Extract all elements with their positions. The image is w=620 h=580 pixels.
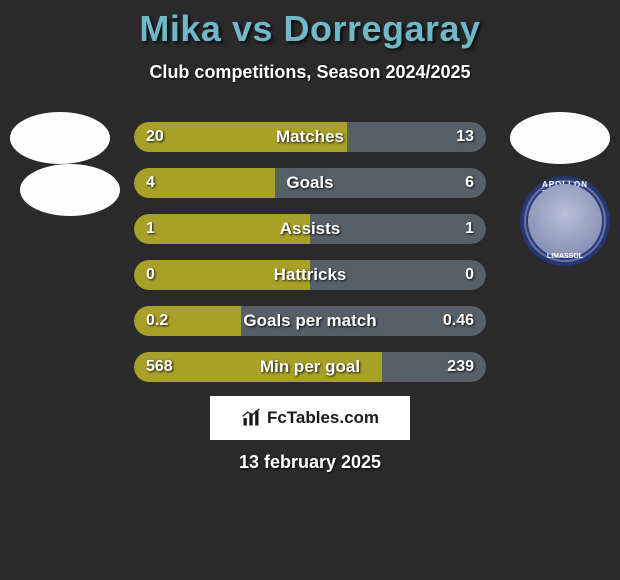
- bar-label: Hattricks: [274, 265, 347, 285]
- bar-value-left: 1: [146, 220, 155, 238]
- bar-value-right: 6: [465, 174, 474, 192]
- bar-row: Min per goal 568 239: [134, 352, 486, 382]
- club-logo-bottom-text: LIMASSOL: [547, 253, 583, 260]
- bar-value-right: 1: [465, 220, 474, 238]
- bar-label: Assists: [280, 219, 340, 239]
- bar-row: Goals per match 0.2 0.46: [134, 306, 486, 336]
- bar-value-right: 0.46: [443, 312, 474, 330]
- bar-label: Goals per match: [243, 311, 376, 331]
- bar-row: Matches 20 13: [134, 122, 486, 152]
- bar-value-left: 0: [146, 266, 155, 284]
- footer-badge[interactable]: FcTables.com: [210, 396, 410, 440]
- club-logo-inner: [528, 184, 602, 258]
- date-label: 13 february 2025: [239, 452, 381, 473]
- bar-value-right: 0: [465, 266, 474, 284]
- bar-value-right: 239: [447, 358, 474, 376]
- player-right-badge-1: [510, 112, 610, 164]
- bar-value-left: 568: [146, 358, 173, 376]
- footer-text: FcTables.com: [267, 408, 379, 428]
- page-subtitle: Club competitions, Season 2024/2025: [0, 62, 620, 83]
- player-left-badge-1: [10, 112, 110, 164]
- bar-left-fill: [134, 168, 275, 198]
- bar-value-left: 20: [146, 128, 164, 146]
- bar-row: Assists 1 1: [134, 214, 486, 244]
- bar-label: Goals: [286, 173, 333, 193]
- bar-label: Min per goal: [260, 357, 360, 377]
- club-logo-right: APOLLON F.C. LIMASSOL: [520, 176, 610, 266]
- bar-label: Matches: [276, 127, 344, 147]
- page-title: Mika vs Dorregaray: [0, 8, 620, 50]
- bar-row: Hattricks 0 0: [134, 260, 486, 290]
- comparison-bars: Matches 20 13 Goals 4 6 Assists 1 1 Hattricks 0 0 Go…: [134, 122, 486, 398]
- bar-value-left: 0.2: [146, 312, 168, 330]
- bar-value-left: 4: [146, 174, 155, 192]
- chart-icon: [241, 408, 261, 428]
- bar-row: Goals 4 6: [134, 168, 486, 198]
- player-left-badge-2: [20, 164, 120, 216]
- infographic-root: Mika vs Dorregaray Club competitions, Se…: [0, 0, 620, 580]
- bar-value-right: 13: [456, 128, 474, 146]
